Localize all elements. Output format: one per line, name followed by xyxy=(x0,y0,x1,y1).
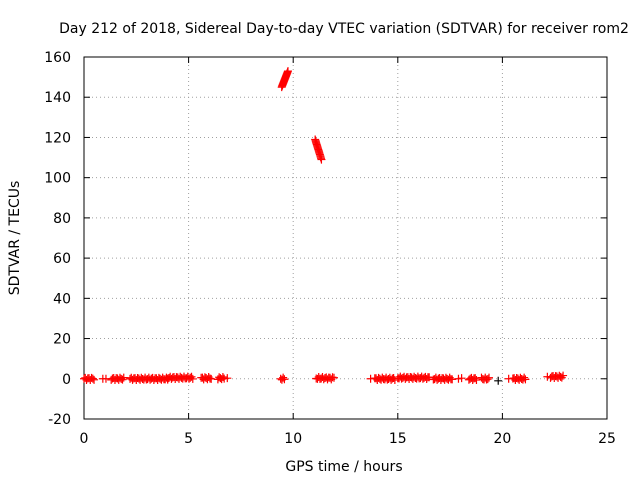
data-point xyxy=(329,373,338,382)
y-tick-label: -20 xyxy=(48,412,71,428)
y-tick-label: 140 xyxy=(44,90,71,106)
y-tick-label: 80 xyxy=(53,211,71,227)
data-point xyxy=(279,373,288,382)
data-point xyxy=(317,155,326,164)
data-point xyxy=(223,374,232,383)
data-point xyxy=(101,374,110,383)
data-point xyxy=(559,371,568,380)
data-point xyxy=(119,373,128,382)
data-point xyxy=(188,374,197,383)
data-point xyxy=(483,375,492,384)
data-point xyxy=(280,375,289,384)
x-tick-label: 15 xyxy=(389,431,407,447)
data-point xyxy=(520,373,529,382)
y-tick-label: 160 xyxy=(44,50,71,66)
data-point xyxy=(218,373,227,382)
outlier-point xyxy=(494,376,503,385)
x-tick-label: 5 xyxy=(184,431,193,447)
y-tick-label: 20 xyxy=(53,332,71,348)
y-tick-label: 120 xyxy=(44,130,71,146)
data-point xyxy=(457,374,466,383)
x-tick-label: 20 xyxy=(493,431,511,447)
axes xyxy=(83,56,608,420)
y-tick-label: 100 xyxy=(44,171,71,187)
data-point xyxy=(88,374,97,383)
y-tick-label: 40 xyxy=(53,291,71,307)
data-point xyxy=(504,374,513,383)
grid xyxy=(84,57,607,419)
x-tick-label: 10 xyxy=(284,431,302,447)
data-points xyxy=(80,67,568,385)
y-tick-label: 0 xyxy=(62,372,71,388)
data-point xyxy=(425,373,434,382)
data-point xyxy=(485,373,494,382)
data-point xyxy=(472,375,481,384)
y-tick-label: 60 xyxy=(53,251,71,267)
x-tick-label: 0 xyxy=(80,431,89,447)
data-point xyxy=(207,374,216,383)
data-point xyxy=(90,375,99,384)
y-axis-label: SDTVAR / TECUs xyxy=(7,181,23,296)
plot-frame xyxy=(83,56,608,420)
tick-labels: 0 5 10 15 20 25 -20 0 20 40 60 80 100 120 140 160 xyxy=(44,50,616,447)
chart-title: Day 212 of 2018, Sidereal Day-to-day VTE… xyxy=(59,21,629,37)
data-point xyxy=(283,67,292,76)
data-point xyxy=(521,375,530,384)
data-point xyxy=(543,372,552,381)
x-axis-label: GPS time / hours xyxy=(285,459,402,475)
x-tick-label: 25 xyxy=(598,431,616,447)
data-point xyxy=(366,374,375,383)
